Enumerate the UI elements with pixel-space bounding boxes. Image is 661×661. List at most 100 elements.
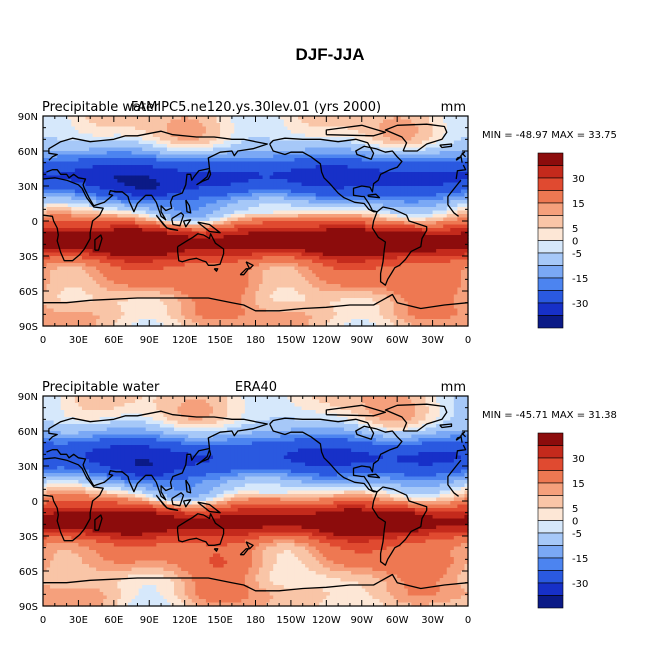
field-cell [142,214,147,219]
field-cell [138,161,143,166]
field-cell [266,165,271,170]
field-cell [244,231,250,236]
field-cell [170,186,175,191]
field-cell [53,221,58,226]
field-cell [397,256,402,261]
field-cell [273,123,278,128]
field-cell [92,165,97,170]
field-cell [312,130,317,135]
field-cell [163,165,168,170]
field-cell [50,140,55,145]
field-cell [244,140,250,145]
field-cell [216,186,221,191]
field-cell [361,203,366,208]
field-cell [255,193,260,198]
field-cell [74,200,80,205]
field-cell [308,172,313,177]
field-cell [446,147,451,152]
field-cell [450,116,455,121]
field-cell [248,245,253,250]
field-cell [53,144,58,149]
field-cell [365,165,370,170]
field-cell [209,126,214,131]
field-cell [336,119,342,124]
field-cell [379,182,384,187]
field-cell [386,133,391,138]
field-cell [340,116,345,121]
field-cell [397,126,402,131]
field-cell [170,200,175,205]
field-cell [234,249,239,254]
field-cell [191,130,196,135]
field-cell [280,140,285,145]
field-cell [81,259,87,264]
field-cell [404,186,409,191]
field-cell [407,144,412,149]
field-cell [414,182,420,187]
field-cell [163,242,168,247]
field-cell [170,193,175,198]
field-cell [248,133,253,138]
field-cell [138,252,143,257]
field-cell [166,151,172,156]
field-cell [145,133,150,138]
field-cell [329,140,335,145]
field-cell [453,119,458,124]
field-cell [195,235,200,240]
field-cell [149,217,154,222]
field-cell [209,242,214,247]
field-cell [365,228,370,233]
field-cell [138,140,143,145]
field-cell [78,137,83,142]
field-cell [276,210,281,215]
field-cell [283,186,288,191]
field-cell [421,116,427,121]
field-cell [372,249,377,254]
field-cell [418,158,423,163]
field-cell [106,249,111,254]
field-cell [251,116,257,121]
field-cell [89,217,94,222]
field-cell [67,172,72,177]
field-cell [142,224,147,229]
field-cell [266,217,271,222]
field-cell [195,210,200,215]
field-cell [117,235,122,240]
field-cell [67,252,72,257]
field-cell [436,182,441,187]
field-cell [312,172,317,177]
field-cell [464,235,469,240]
field-cell [103,165,108,170]
field-cell [414,238,420,243]
field-cell [117,231,122,236]
field-cell [131,158,136,163]
field-cell [421,175,427,180]
field-cell [464,189,469,194]
field-cell [188,249,193,254]
field-cell [248,196,253,201]
field-cell [372,203,377,208]
field-cell [251,182,257,187]
field-cell [439,175,444,180]
field-cell [184,154,189,159]
field-cell [340,130,345,135]
field-cell [383,200,388,205]
field-cell [308,123,313,128]
field-cell [326,207,331,212]
field-cell [43,196,48,201]
field-cell [386,200,391,205]
field-cell [287,245,292,250]
field-cell [230,182,235,187]
field-cell [170,210,175,215]
field-cell [156,193,161,198]
field-cell [287,249,292,254]
field-cell [354,116,359,121]
field-cell [453,214,458,219]
field-cell [305,214,310,219]
field-cell [195,126,200,131]
field-cell [81,126,87,131]
field-cell [294,242,299,247]
field-cell [89,144,94,149]
field-cell [117,116,122,121]
field-cell [248,168,253,173]
